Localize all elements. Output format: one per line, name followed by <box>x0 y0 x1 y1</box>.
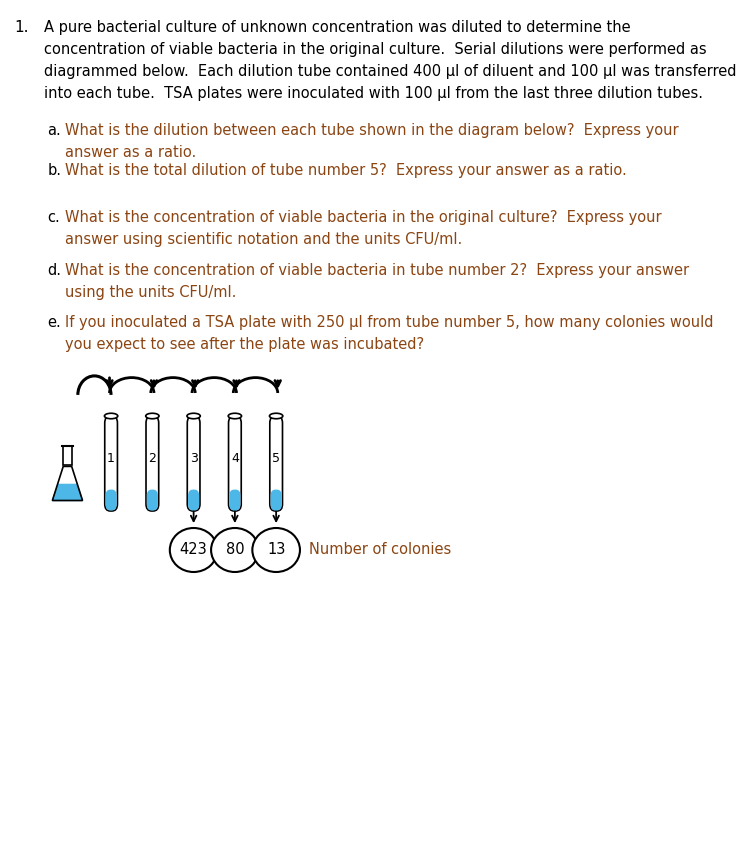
Text: What is the concentration of viable bacteria in tube number 2?  Express your ans: What is the concentration of viable bact… <box>65 263 689 278</box>
Text: A pure bacterial culture of unknown concentration was diluted to determine the: A pure bacterial culture of unknown conc… <box>43 20 630 35</box>
Text: Number of colonies: Number of colonies <box>309 542 452 558</box>
Ellipse shape <box>187 414 200 419</box>
FancyBboxPatch shape <box>270 416 282 511</box>
Ellipse shape <box>170 528 217 572</box>
Text: e.: e. <box>48 315 61 330</box>
Ellipse shape <box>104 414 118 419</box>
Text: 2: 2 <box>148 452 157 465</box>
Text: 1: 1 <box>107 452 115 465</box>
Ellipse shape <box>146 414 159 419</box>
Text: d.: d. <box>48 263 61 278</box>
Text: answer using scientific notation and the units CFU/ml.: answer using scientific notation and the… <box>65 232 462 247</box>
FancyBboxPatch shape <box>270 490 282 511</box>
FancyBboxPatch shape <box>188 490 199 511</box>
Text: 423: 423 <box>180 542 207 558</box>
Text: answer as a ratio.: answer as a ratio. <box>65 145 196 160</box>
Text: using the units CFU/ml.: using the units CFU/ml. <box>65 285 237 300</box>
Text: you expect to see after the plate was incubated?: you expect to see after the plate was in… <box>65 337 424 352</box>
Text: a.: a. <box>48 123 61 138</box>
Text: What is the concentration of viable bacteria in the original culture?  Express y: What is the concentration of viable bact… <box>65 210 661 225</box>
Text: 80: 80 <box>225 542 244 558</box>
Text: into each tube.  TSA plates were inoculated with 100 μl from the last three dilu: into each tube. TSA plates were inoculat… <box>43 86 703 101</box>
Ellipse shape <box>211 528 258 572</box>
Text: 4: 4 <box>231 452 239 465</box>
Text: c.: c. <box>48 210 61 225</box>
Text: 13: 13 <box>267 542 285 558</box>
Text: diagrammed below.  Each dilution tube contained 400 μl of diluent and 100 μl was: diagrammed below. Each dilution tube con… <box>43 64 736 79</box>
Text: What is the total dilution of tube number 5?  Express your answer as a ratio.: What is the total dilution of tube numbe… <box>65 163 627 178</box>
Text: 5: 5 <box>272 452 280 465</box>
Ellipse shape <box>252 528 300 572</box>
Text: What is the dilution between each tube shown in the diagram below?  Express your: What is the dilution between each tube s… <box>65 123 679 138</box>
Polygon shape <box>52 485 82 500</box>
Text: 1.: 1. <box>14 20 28 35</box>
Text: concentration of viable bacteria in the original culture.  Serial dilutions were: concentration of viable bacteria in the … <box>43 42 706 57</box>
Text: b.: b. <box>48 163 61 178</box>
FancyBboxPatch shape <box>229 490 240 511</box>
FancyBboxPatch shape <box>106 490 117 511</box>
Ellipse shape <box>228 414 241 419</box>
Text: If you inoculated a TSA plate with 250 μl from tube number 5, how many colonies : If you inoculated a TSA plate with 250 μ… <box>65 315 714 330</box>
FancyBboxPatch shape <box>146 416 159 511</box>
FancyBboxPatch shape <box>187 416 200 511</box>
FancyBboxPatch shape <box>147 490 158 511</box>
Ellipse shape <box>270 414 283 419</box>
FancyBboxPatch shape <box>228 416 241 511</box>
Text: 3: 3 <box>189 452 198 465</box>
FancyBboxPatch shape <box>105 416 118 511</box>
